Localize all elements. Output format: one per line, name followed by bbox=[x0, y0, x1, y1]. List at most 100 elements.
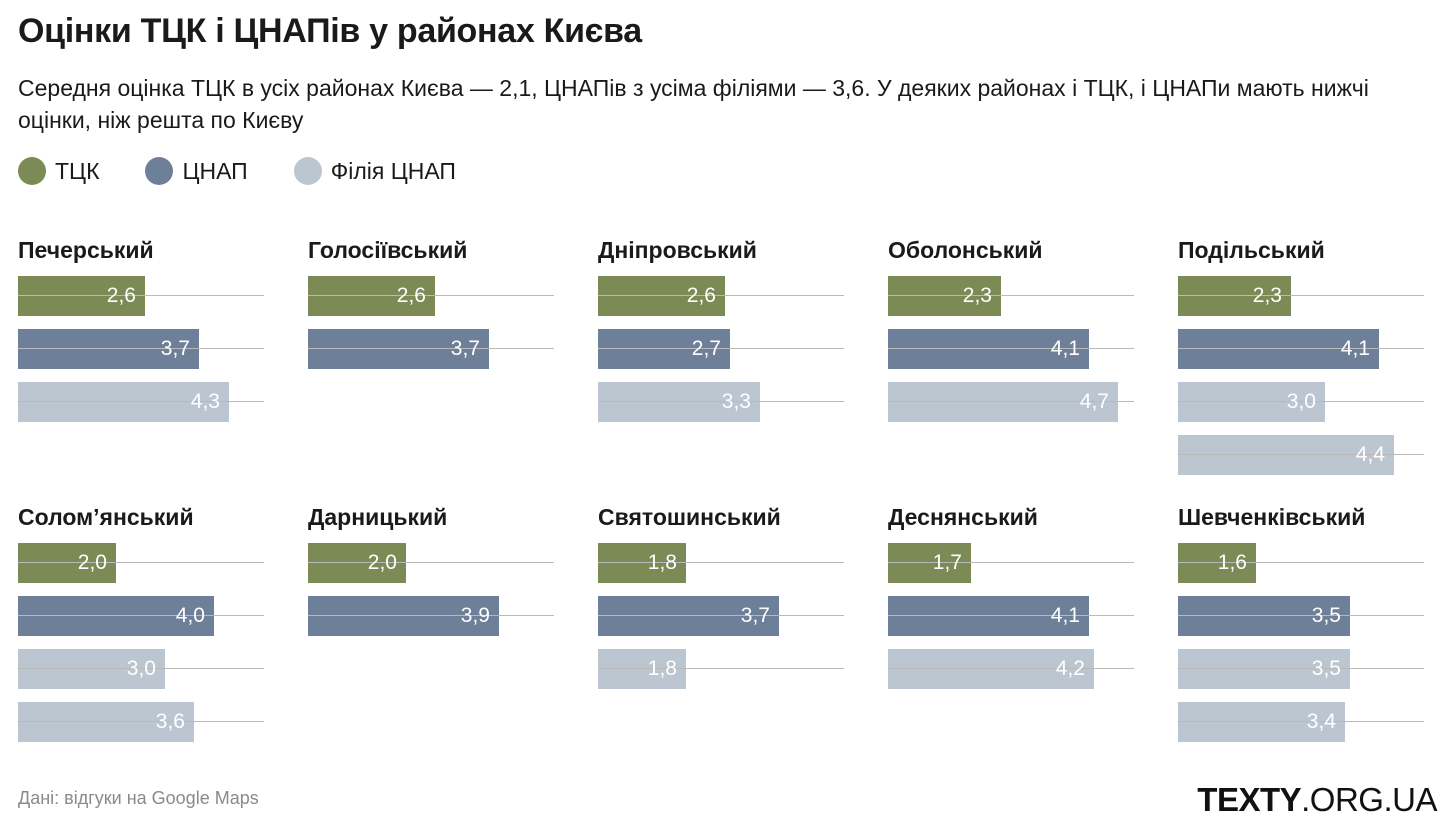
bar-value-label: 3,6 bbox=[155, 710, 185, 733]
district-title: Солом’янський bbox=[18, 504, 194, 530]
bar-track-line bbox=[308, 295, 554, 296]
brand-domain: .ORG.UA bbox=[1301, 781, 1437, 818]
bar-row: 2,3 bbox=[1178, 276, 1424, 316]
bar-tck bbox=[308, 543, 406, 583]
bar-value-label: 3,5 bbox=[1311, 604, 1341, 627]
district-panel: Солом’янський 2,0 4,0 3,0 3,6 bbox=[18, 502, 264, 755]
bar-row: 2,0 bbox=[308, 543, 554, 583]
bar-row: 2,6 bbox=[598, 276, 844, 316]
bar-value-label: 2,6 bbox=[106, 284, 136, 307]
bar-row: 4,2 bbox=[888, 649, 1134, 689]
legend-item-cnap: ЦНАП bbox=[145, 157, 248, 185]
bar-cnap bbox=[888, 329, 1089, 369]
legend-item-filia: Філія ЦНАП bbox=[293, 157, 456, 185]
bar-row: 3,9 bbox=[308, 596, 554, 636]
bar-track-line bbox=[18, 615, 264, 616]
bar-filia bbox=[888, 649, 1094, 689]
bar-value-label: 1,8 bbox=[647, 657, 677, 680]
legend: ТЦК ЦНАП Філія ЦНАП bbox=[18, 157, 502, 185]
bar-row: 3,5 bbox=[1178, 596, 1424, 636]
bar-row: 3,3 bbox=[598, 382, 844, 422]
bar-track-line bbox=[18, 721, 264, 722]
bar-tck bbox=[308, 276, 435, 316]
bar-value-label: 4,3 bbox=[190, 390, 220, 413]
bar-cnap bbox=[598, 329, 730, 369]
bar-cnap bbox=[308, 329, 489, 369]
bar-track-line bbox=[1178, 295, 1424, 296]
bar-row: 1,7 bbox=[888, 543, 1134, 583]
district-title: Подільський bbox=[1178, 237, 1325, 263]
brand-logo: TEXTY.ORG.UA bbox=[1197, 781, 1437, 819]
district-title: Голосіївський bbox=[308, 237, 468, 263]
bar-filia bbox=[1178, 702, 1345, 742]
bar-row: 3,7 bbox=[598, 596, 844, 636]
bar-value-label: 3,7 bbox=[160, 337, 190, 360]
bar-row: 3,5 bbox=[1178, 649, 1424, 689]
bar-track-line bbox=[18, 562, 264, 563]
bar-value-label: 4,4 bbox=[1355, 443, 1385, 466]
bar-filia bbox=[888, 382, 1118, 422]
brand-name: TEXTY bbox=[1197, 781, 1302, 818]
bar-track-line bbox=[598, 295, 844, 296]
bar-filia bbox=[1178, 382, 1325, 422]
bar-tck bbox=[598, 543, 686, 583]
bar-value-label: 3,0 bbox=[1286, 390, 1316, 413]
bar-filia bbox=[18, 649, 165, 689]
bar-track-line bbox=[1178, 668, 1424, 669]
district-panel: Дарницький 2,0 3,9 bbox=[308, 502, 554, 649]
bar-filia bbox=[598, 649, 686, 689]
bar-row: 2,3 bbox=[888, 276, 1134, 316]
chart-title: Оцінки ТЦК і ЦНАПів у районах Києва bbox=[18, 12, 642, 50]
bar-value-label: 3,4 bbox=[1306, 710, 1336, 733]
bar-value-label: 2,6 bbox=[686, 284, 716, 307]
bar-row: 4,7 bbox=[888, 382, 1134, 422]
bar-row: 2,6 bbox=[18, 276, 264, 316]
district-title: Дніпровський bbox=[598, 237, 757, 263]
bar-value-label: 4,0 bbox=[175, 604, 205, 627]
bar-value-label: 4,1 bbox=[1050, 604, 1080, 627]
district-panel: Оболонський 2,3 4,1 4,7 bbox=[888, 235, 1134, 435]
legend-label-cnap: ЦНАП bbox=[182, 157, 248, 184]
bar-row: 2,6 bbox=[308, 276, 554, 316]
district-title: Печерський bbox=[18, 237, 154, 263]
district-title: Оболонський bbox=[888, 237, 1043, 263]
bar-row: 3,0 bbox=[1178, 382, 1424, 422]
bar-track-line bbox=[888, 348, 1134, 349]
bar-cnap bbox=[888, 596, 1089, 636]
bar-value-label: 1,8 bbox=[647, 551, 677, 574]
bar-track-line bbox=[888, 668, 1134, 669]
bar-tck bbox=[1178, 543, 1256, 583]
district-title: Святошинський bbox=[598, 504, 781, 530]
bar-cnap bbox=[1178, 596, 1350, 636]
bar-value-label: 2,0 bbox=[367, 551, 397, 574]
bar-track-line bbox=[1178, 615, 1424, 616]
bar-track-line bbox=[598, 668, 844, 669]
source-note: Дані: відгуки на Google Maps bbox=[18, 788, 259, 808]
district-title: Шевченківський bbox=[1178, 504, 1366, 530]
bar-row: 2,0 bbox=[18, 543, 264, 583]
bar-cnap bbox=[18, 596, 214, 636]
bar-track-line bbox=[308, 348, 554, 349]
bar-cnap bbox=[598, 596, 779, 636]
district-panel: Деснянський 1,7 4,1 4,2 bbox=[888, 502, 1134, 702]
bar-value-label: 4,7 bbox=[1079, 390, 1109, 413]
district-panel: Печерський 2,6 3,7 4,3 bbox=[18, 235, 264, 435]
bar-value-label: 2,7 bbox=[691, 337, 721, 360]
district-panel: Подільський 2,3 4,1 3,0 4,4 bbox=[1178, 235, 1424, 488]
bar-track-line bbox=[888, 562, 1134, 563]
bar-tck bbox=[18, 543, 116, 583]
bar-row: 4,1 bbox=[1178, 329, 1424, 369]
district-panel: Голосіївський 2,6 3,7 bbox=[308, 235, 554, 382]
bar-track-line bbox=[1178, 454, 1424, 455]
bar-row: 1,6 bbox=[1178, 543, 1424, 583]
bar-filia bbox=[1178, 435, 1394, 475]
legend-swatch-filia bbox=[293, 157, 322, 185]
bar-row: 1,8 bbox=[598, 543, 844, 583]
bar-track-line bbox=[598, 348, 844, 349]
bar-track-line bbox=[18, 401, 264, 402]
bar-track-line bbox=[308, 615, 554, 616]
district-panel: Дніпровський 2,6 2,7 3,3 bbox=[598, 235, 844, 435]
bar-row: 3,6 bbox=[18, 702, 264, 742]
bar-track-line bbox=[598, 401, 844, 402]
bar-value-label: 4,1 bbox=[1050, 337, 1080, 360]
